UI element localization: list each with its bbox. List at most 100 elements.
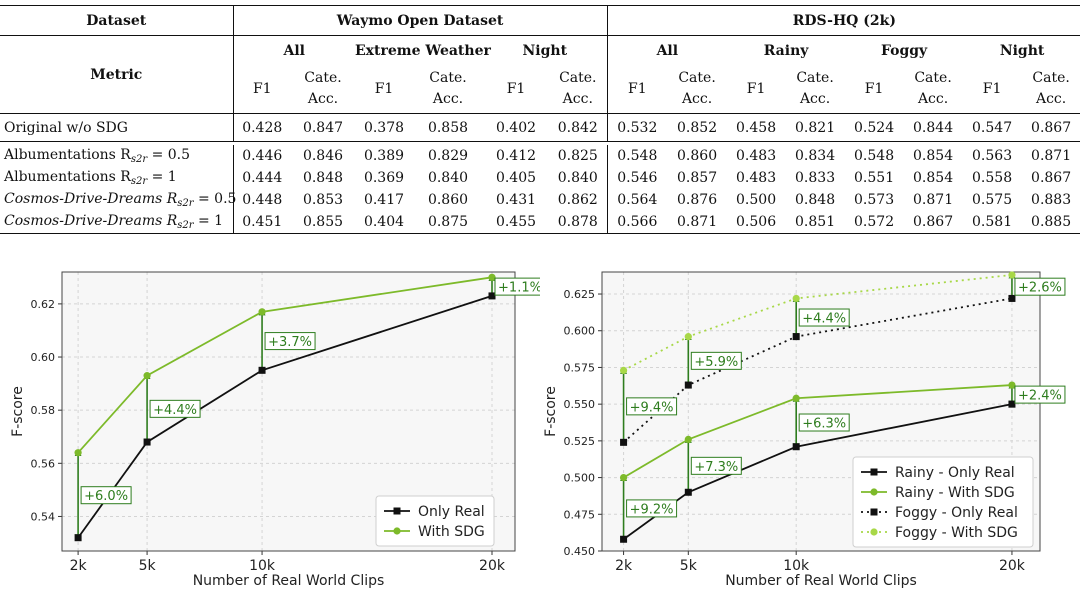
table-cell: 0.404 (363, 213, 405, 230)
table-cell: 0.431 (495, 192, 537, 208)
metric-cate-acc-header: Cate. Acc. (413, 66, 483, 114)
annotation-box (626, 499, 678, 518)
legend-label: Foggy - Only Real (895, 505, 1018, 521)
data-point (620, 535, 628, 543)
annotation-box (1014, 385, 1066, 404)
metric-f1-header: F1 (232, 65, 291, 114)
y-tick-label: 0.600 (564, 325, 596, 338)
data-point (143, 438, 151, 446)
metric-f1-header: F1 (982, 80, 1002, 97)
table-cell: 0.860 (677, 148, 718, 164)
table-cell: 0.572 (854, 213, 895, 230)
table-cell: 0.563 (972, 148, 1013, 164)
table-cell: 0.402 (495, 119, 537, 136)
metric-cate-acc-header: Cate. Acc. (291, 66, 355, 114)
cate-line2: Acc. (307, 91, 339, 108)
data-point (488, 273, 496, 281)
x-tick-label: 20k (999, 558, 1026, 574)
legend-marker (393, 527, 401, 535)
data-point (1008, 294, 1016, 302)
cate-line1: Cate. (796, 70, 834, 87)
table-cell: 0.378 (363, 119, 405, 136)
x-tick-label: 10k (249, 558, 276, 574)
metric-cate-acc-header: Cate. Acc. (903, 66, 963, 114)
legend-label: Rainy - With SDG (895, 485, 1015, 501)
subgroup-rds-night: Night (999, 42, 1045, 59)
data-point (1008, 400, 1016, 408)
legend-marker (870, 528, 878, 536)
row-label-text: Cosmos-Drive-Dreams R (4, 191, 178, 207)
y-tick-label: 0.60 (31, 351, 56, 364)
table-cell: 0.412 (495, 148, 537, 164)
data-point (258, 366, 266, 374)
row-label-text: Albumentations R (4, 169, 131, 185)
row-label: Original w/o SDG (0, 114, 233, 142)
table-cell: 0.844 (913, 119, 954, 136)
table-cell: 0.455 (495, 213, 537, 230)
table-cell: 0.428 (232, 113, 291, 142)
row-label-text: Albumentations R (4, 147, 131, 163)
row-label-subscript: s2r (177, 219, 194, 231)
legend-marker (870, 508, 878, 516)
y-tick-label: 0.475 (564, 508, 596, 521)
row-label: Cosmos-Drive-Dreams Rs2r = 1 (0, 211, 233, 233)
table-cell: 0.857 (677, 170, 718, 186)
row-label-text: Original w/o SDG (4, 119, 128, 136)
table-cell: 0.564 (606, 189, 668, 211)
annotation-box (626, 397, 678, 416)
cate-line2: Acc. (799, 91, 831, 108)
row-label-value: = 1 (193, 212, 224, 229)
series-line (623, 384, 1013, 479)
table-cell: 0.575 (972, 192, 1013, 208)
waymo-group-header: Waymo Open Dataset (232, 5, 608, 36)
table-cell: 0.833 (795, 170, 836, 186)
row-label-text: Cosmos-Drive-Dreams R (4, 212, 178, 229)
row-label-subscript: s2r (130, 154, 148, 165)
metric-f1-header: F1 (606, 65, 668, 114)
cate-line1: Cate. (1032, 70, 1070, 87)
y-tick-label: 0.550 (564, 398, 596, 411)
plot-frame (601, 271, 1041, 552)
annotation-label: +2.4% (1018, 389, 1062, 404)
y-axis-label: F-score (10, 386, 26, 437)
group-separator (0, 141, 1080, 146)
data-point (1008, 271, 1016, 279)
table-cell: 0.875 (427, 213, 469, 230)
table-row: Cosmos-Drive-Dreams Rs2r = 0.5 0.448 0.853… (0, 189, 1080, 211)
metric-cate-acc-header: Cate. Acc. (785, 66, 845, 114)
table-row: Albumentations Rs2r = 0.5 0.446 0.846 0.389… (0, 145, 1080, 167)
cate-line1: Cate. (678, 70, 716, 87)
table-cell: 0.483 (736, 170, 777, 186)
annotation-label: +5.9% (694, 355, 738, 370)
right-chart: 0.450 0.475 0.500 0.525 0.550 0.575 0.600 0.625… (540, 262, 1080, 590)
legend-marker (870, 468, 878, 476)
data-point (792, 394, 800, 402)
data-point (74, 534, 82, 542)
annotation-box (80, 486, 132, 505)
data-point (684, 381, 692, 389)
data-point (258, 308, 266, 316)
left-chart: 0.54 0.56 0.58 0.60 0.62 2k 5k 10k 20k Number of … (0, 262, 546, 590)
results-table-wrap: Dataset Waymo Open Dataset RDS-HQ (2k) M… (0, 5, 1080, 234)
y-tick-label: 0.575 (564, 361, 596, 374)
header-row-1: Dataset Waymo Open Dataset RDS-HQ (2k) (0, 5, 1080, 36)
table-cell: 0.506 (736, 213, 777, 230)
table-row: Original w/o SDG 0.428 0.847 0.378 0.858 0.40… (0, 113, 1080, 142)
y-tick-label: 0.500 (564, 472, 596, 485)
cate-line2: Acc. (681, 91, 713, 108)
y-tick-label: 0.58 (31, 404, 56, 417)
y-tick-label: 0.450 (564, 545, 596, 558)
annotation-label: +3.7% (268, 335, 312, 350)
table-cell: 0.405 (495, 170, 537, 186)
row-label: Albumentations Rs2r = 0.5 (0, 145, 233, 167)
table-cell: 0.848 (302, 170, 344, 186)
metric-cate-acc-header: Cate. Acc. (667, 66, 727, 114)
cate-line1: Cate. (559, 70, 597, 87)
table-cell: 0.867 (913, 213, 954, 230)
annotation-label: +4.4% (153, 403, 197, 418)
table-cell: 0.573 (854, 192, 895, 208)
table-cell: 0.821 (795, 119, 836, 136)
table-cell: 0.848 (795, 192, 836, 208)
table-cell: 0.847 (302, 119, 344, 136)
right-chart-svg: 0.450 0.475 0.500 0.525 0.550 0.575 0.600 0.625… (543, 271, 1066, 589)
